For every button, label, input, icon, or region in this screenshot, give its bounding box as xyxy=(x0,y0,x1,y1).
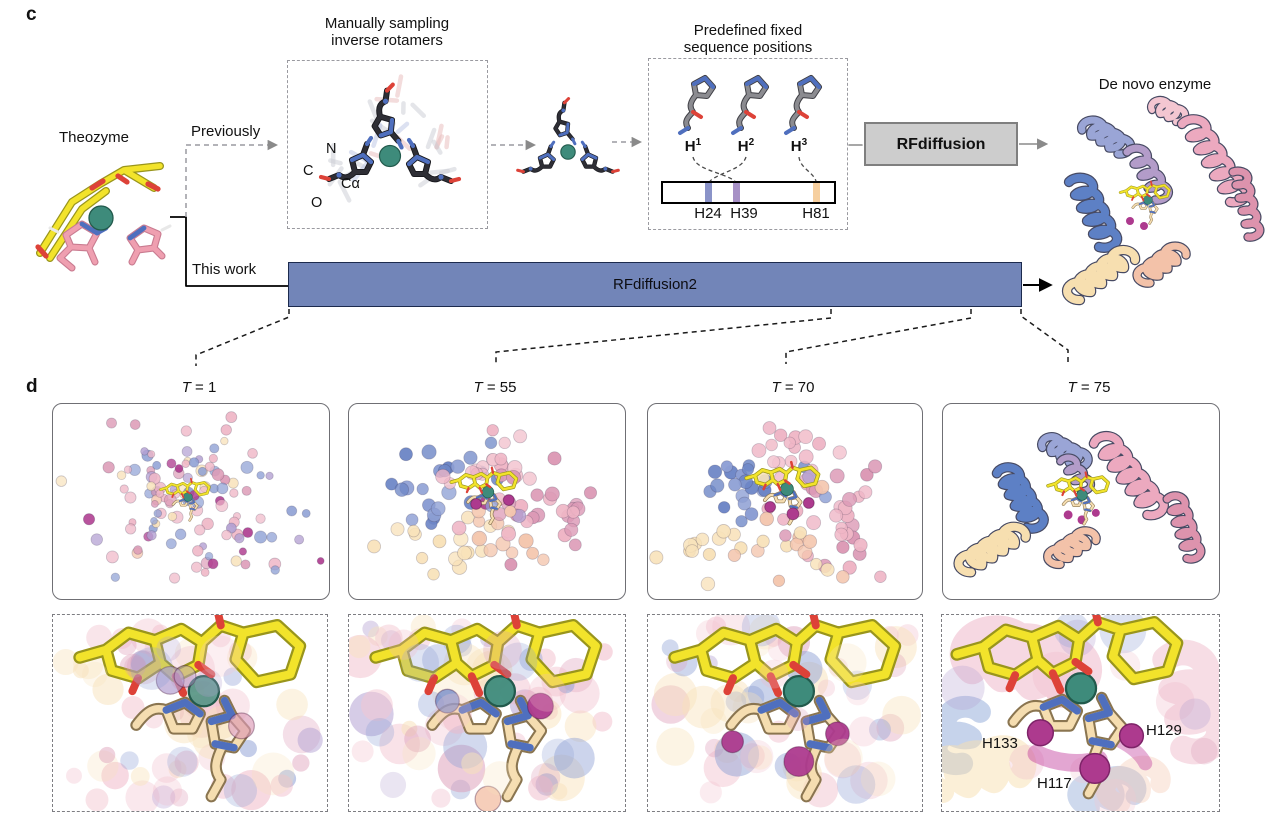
rfdiffusion2-bar: RFdiffusion2 xyxy=(288,262,1022,307)
atom-label-c: C xyxy=(303,163,314,179)
t-symbol: T xyxy=(1067,379,1077,396)
closeup-panel-t75: H133 H117 H129 xyxy=(941,614,1220,812)
his3-sup: 3 xyxy=(801,137,808,148)
theozyme-label: Theozyme xyxy=(58,129,130,146)
his1-label: H1 xyxy=(673,137,713,155)
closeup-panel-t55-art xyxy=(349,615,613,811)
t-value: = 55 xyxy=(482,379,517,396)
box2-title-line2: sequence positions xyxy=(683,39,813,56)
residue-label-h117: H117 xyxy=(1037,775,1072,792)
closeup-panel-t70 xyxy=(647,614,923,812)
atom-label-ca: Cα xyxy=(341,176,360,192)
his1-sup: 1 xyxy=(695,137,702,148)
previously-label: Previously xyxy=(191,123,261,140)
panel-d-label: d xyxy=(26,376,38,397)
seq-pos-h81: H81 xyxy=(802,205,830,222)
his2-label: H2 xyxy=(726,137,766,155)
t-value: = 1 xyxy=(190,379,217,396)
t-symbol: T xyxy=(771,379,781,396)
t-symbol: T xyxy=(473,379,483,396)
fixed-positions-box xyxy=(648,58,848,230)
closeup-panel-t75-art xyxy=(942,615,1219,811)
his2-sup: 2 xyxy=(748,137,755,148)
seq-pos-h24: H24 xyxy=(694,205,722,222)
closeup-panel-t1 xyxy=(52,614,328,812)
de-novo-enzyme-label: De novo enzyme xyxy=(1098,76,1212,93)
his3-base: H xyxy=(790,138,802,155)
box2-title-line1: Predefined fixed xyxy=(693,22,803,39)
diffusion-panel-t55-art xyxy=(367,424,598,581)
timestep-label-1: T = 1 xyxy=(60,379,338,396)
inverse-rotamers-box xyxy=(287,60,488,229)
his3-label: H3 xyxy=(779,137,819,155)
closeup-panel-t55 xyxy=(348,614,626,812)
timestep-label-3: T = 70 xyxy=(655,379,931,396)
timestep-label-4: T = 75 xyxy=(950,379,1228,396)
box1-title-line2: inverse rotamers xyxy=(331,32,443,49)
diffusion-panel-t75-art xyxy=(953,430,1206,578)
t-value: = 70 xyxy=(780,379,815,396)
residue-label-h129: H129 xyxy=(1146,722,1182,739)
box1-title-line1: Manually sampling xyxy=(324,15,450,32)
atom-label-n: N xyxy=(326,141,337,157)
atom-label-o: O xyxy=(311,195,323,211)
closeup-panel-t1-art xyxy=(53,615,323,811)
diffusion-panel-t55 xyxy=(348,403,626,600)
diffusion-panel-t75 xyxy=(942,403,1220,600)
his2-base: H xyxy=(737,138,749,155)
timestep-label-2: T = 55 xyxy=(356,379,634,396)
panel-c-label: c xyxy=(26,4,37,25)
t-value: = 75 xyxy=(1076,379,1111,396)
diffusion-panel-t70-art xyxy=(649,421,887,592)
box1-title: Manually sampling inverse rotamers xyxy=(277,15,497,49)
t-symbol: T xyxy=(181,379,191,396)
diffusion-panel-t70 xyxy=(647,403,923,600)
diffusion-panel-t1 xyxy=(52,403,330,600)
closeup-panel-t70-art xyxy=(651,615,921,808)
this-work-label: This work xyxy=(192,261,257,278)
his1-base: H xyxy=(684,138,696,155)
diffusion-panel-t1-art xyxy=(55,411,325,584)
rfdiffusion-box: RFdiffusion xyxy=(864,122,1018,166)
box2-title: Predefined fixed sequence positions xyxy=(638,22,858,56)
seq-pos-h39: H39 xyxy=(730,205,758,222)
residue-label-h133: H133 xyxy=(982,735,1018,752)
